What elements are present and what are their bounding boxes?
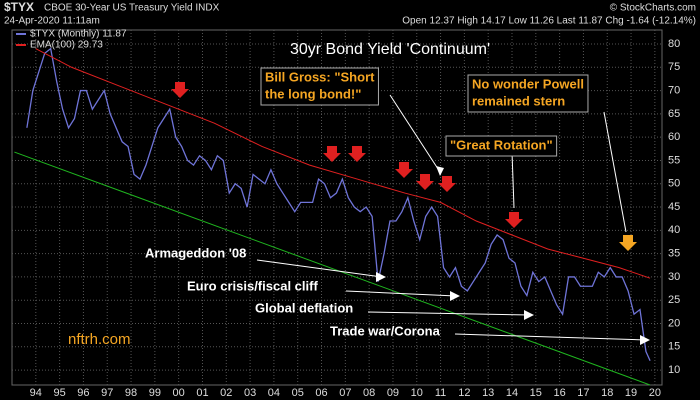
annotation: Armageddon '08 [145, 245, 246, 260]
source: © StockCharts.com [610, 3, 696, 14]
pointer-heads [376, 166, 650, 345]
annotation-text: Euro crisis/fiscal cliff [187, 278, 318, 293]
annotation-text: Trade war/Corona [330, 323, 441, 338]
x-tick-label: 07 [339, 387, 351, 399]
x-tick-label: 11 [435, 387, 446, 399]
x-tick-label: 10 [411, 387, 423, 399]
header-name: CBOE 30-Year US Treasury Yield INDX [44, 3, 220, 14]
y-tick-label: 35 [668, 248, 680, 260]
x-tick-label: 02 [220, 387, 232, 399]
x-tick-label: 97 [101, 387, 113, 399]
chart-title: 30yr Bond Yield 'Continuum' [290, 41, 490, 58]
annotation: No wonder Powell remained stern [467, 74, 589, 113]
x-tick-label: 00 [173, 387, 185, 399]
yield-line [26, 47, 651, 362]
annotation-box [467, 74, 589, 113]
x-tick-label: 18 [601, 387, 613, 399]
x-tick-label: 94 [30, 387, 42, 399]
x-tick-label: 01 [196, 387, 208, 399]
quote: Open 12.37 High 14.17 Low 11.26 Last 11.… [402, 16, 696, 27]
y-tick-label: 45 [668, 201, 680, 213]
trend-line [14, 151, 651, 386]
y-tick-label: 60 [668, 131, 680, 143]
y-tick-label: 50 [668, 178, 680, 190]
x-tick-label: 96 [77, 387, 89, 399]
date: 24-Apr-2020 11:11am [4, 16, 100, 27]
x-tick-label: 12 [458, 387, 470, 399]
y-tick-label: 65 [668, 108, 680, 120]
annotation-text: remained stern [472, 93, 565, 108]
annotation-text: the long bond!" [265, 86, 361, 101]
annotation: Trade war/Corona [330, 323, 441, 338]
x-tick-label: 09 [387, 387, 399, 399]
x-tick-label: 20 [649, 387, 661, 399]
y-tick-label: 75 [668, 61, 680, 73]
x-tick-label: 15 [530, 387, 542, 399]
x-tick-label: 06 [315, 387, 327, 399]
y-tick-label: 80 [668, 38, 680, 50]
legend-label: $TYX (Monthly) 11.87 [30, 29, 127, 40]
y-tick-label: 70 [668, 84, 680, 96]
y-tick-label: 20 [668, 317, 680, 329]
x-tick-label: 08 [363, 387, 375, 399]
watermark: nftrh.com [68, 331, 131, 348]
annotation: Euro crisis/fiscal cliff [187, 278, 318, 293]
x-tick-label: 95 [53, 387, 65, 399]
annotation: "Great Rotation" [445, 135, 558, 157]
annotation-text: No wonder Powell [472, 76, 584, 91]
x-tick-label: 98 [125, 387, 137, 399]
x-tick-label: 04 [268, 387, 280, 399]
annotation: Global deflation [255, 300, 353, 315]
annotation: Bill Gross: "Short the long bond!" [260, 67, 379, 106]
annotation-box [445, 135, 558, 157]
y-tick-label: 55 [668, 154, 680, 166]
x-tick-label: 03 [244, 387, 256, 399]
x-tick-label: 17 [577, 387, 589, 399]
annotation-box [260, 67, 379, 106]
annotation-text: Bill Gross: "Short [265, 69, 375, 84]
y-tick-label: 40 [668, 224, 680, 236]
annotation-text: Armageddon '08 [145, 245, 246, 260]
x-tick-label: 16 [553, 387, 565, 399]
x-tick-label: 13 [482, 387, 494, 399]
y-tick-label: 30 [668, 271, 680, 283]
symbol: $TYX [4, 0, 34, 14]
x-tick-label: 99 [149, 387, 161, 399]
ema-line [35, 48, 651, 279]
peak-arrows [171, 82, 523, 228]
y-tick-label: 10 [668, 364, 680, 376]
y-tick-label: 25 [668, 294, 680, 306]
legend-label: EMA(100) 29.73 [30, 40, 103, 51]
orange-arrow [619, 235, 637, 251]
pointer-lines [256, 94, 647, 341]
x-tick-label: 19 [625, 387, 637, 399]
annotation-text: Global deflation [255, 300, 353, 315]
x-tick-label: 14 [506, 387, 518, 399]
y-tick-label: 15 [668, 341, 680, 353]
annotation-text: "Great Rotation" [450, 137, 553, 152]
x-tick-label: 05 [292, 387, 304, 399]
